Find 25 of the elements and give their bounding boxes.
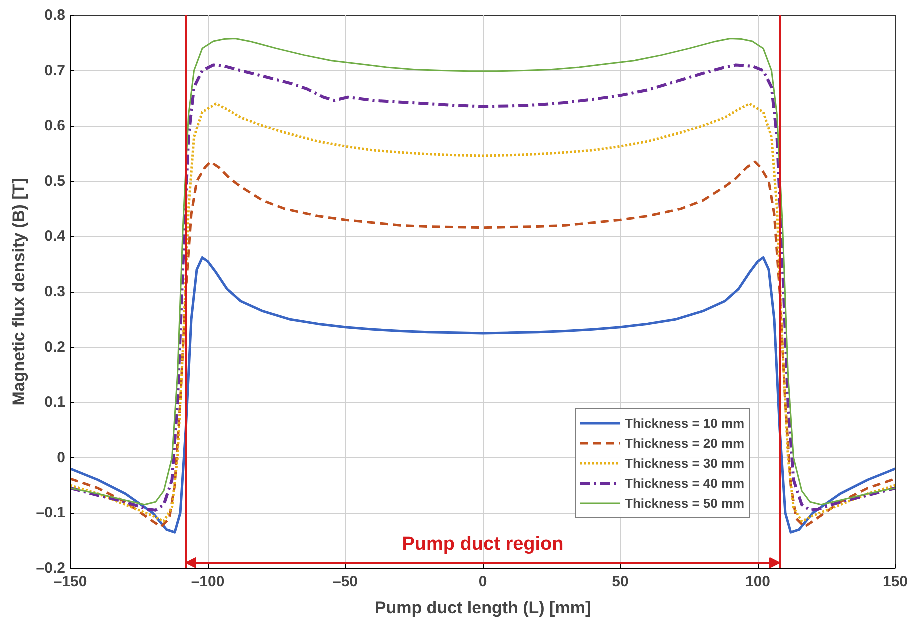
legend-label: Thickness = 30 mm [625,456,745,470]
y-tick-label: 0.7 [44,62,66,80]
y-tick-label: 0.1 [44,394,66,412]
legend-label: Thickness = 40 mm [625,476,745,490]
y-tick-label: 0.8 [44,7,66,24]
y-tick-label: –0.1 [36,504,66,522]
legend-label: Thickness = 20 mm [625,436,745,450]
x-axis-title: Pump duct length (L) [mm] [374,598,592,618]
x-tick-label: –50 [332,574,358,590]
y-tick-label: 0.6 [44,118,66,135]
legend-label: Thickness = 10 mm [625,416,745,430]
line-series [70,256,896,534]
y-tick-label: 0.3 [44,284,66,300]
y-tick-label: 0.2 [44,338,66,356]
legend-label: Thickness = 50 mm [625,496,745,510]
annotation: Pump duct region [402,534,564,555]
x-tick-label: 50 [612,574,629,590]
x-tick-label: 100 [745,574,771,590]
x-tick-label: 150 [882,574,908,590]
y-tick-label: 0.5 [44,172,66,190]
y-tick-label: 0.4 [44,228,66,246]
y-tick-label: 0 [57,449,66,466]
x-tick-label: 0 [478,574,488,590]
x-tick-label: –100 [191,574,225,590]
y-axis-title: Magnetic flux density (B) [T] [9,178,28,406]
